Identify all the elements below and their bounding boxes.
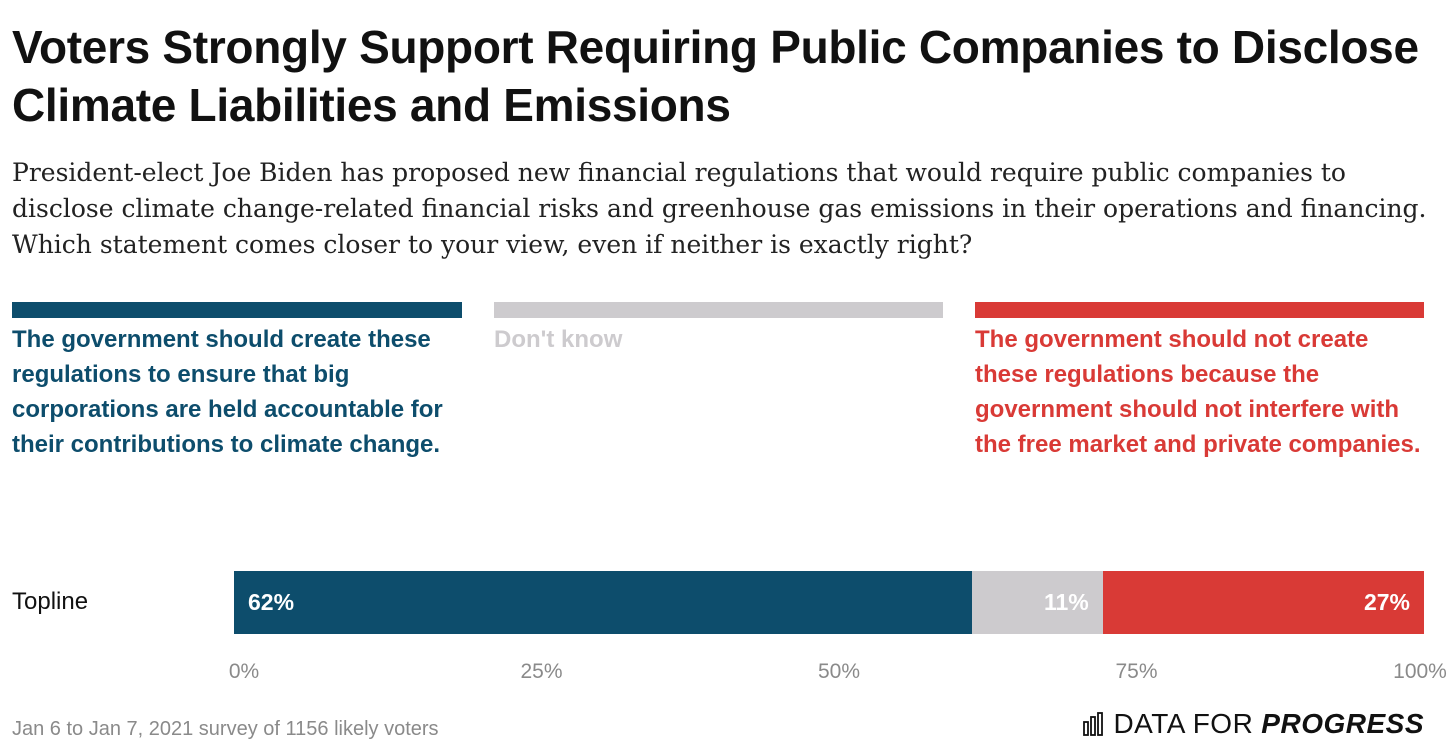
- chart-title: Voters Strongly Support Requiring Public…: [12, 21, 1419, 131]
- x-tick-label-0: 0%: [228, 660, 260, 683]
- legend-label-1: Don't know: [494, 326, 623, 353]
- chart-subtitle: President-elect Joe Biden has proposed n…: [12, 158, 1427, 259]
- data-label-1: 11%: [1043, 589, 1089, 615]
- brand-light-text: DATA FOR: [1113, 708, 1254, 739]
- row-label-topline: Topline: [12, 588, 89, 615]
- bar-chart-icon: [1083, 712, 1104, 736]
- brand-bold-text: PROGRESS: [1261, 708, 1424, 739]
- stacked-bar-plot: 62% 11% 27%: [234, 571, 1424, 634]
- legend-swatch-0: [12, 302, 462, 318]
- bar-segment-0: [234, 571, 972, 634]
- x-tick-label-4: 100%: [1393, 660, 1447, 683]
- data-label-2: 27%: [1363, 589, 1410, 615]
- data-label-0: 62%: [248, 589, 295, 615]
- legend-label-2: The government should not create these r…: [975, 326, 1421, 458]
- x-tick-label-2: 50%: [817, 660, 861, 683]
- x-tick-label-1: 25%: [520, 660, 563, 683]
- legend-label-0: The government should create these regul…: [12, 326, 443, 458]
- bar-segment-2: [1102, 571, 1424, 634]
- legend-swatch-2: [975, 302, 1424, 318]
- source-note: Jan 6 to Jan 7, 2021 survey of 1156 like…: [12, 718, 439, 740]
- brand-logo: DATA FOR PROGRESS: [1083, 708, 1424, 740]
- bar-segment-1: [971, 571, 1103, 634]
- x-tick-label-3: 75%: [1115, 660, 1158, 683]
- legend-swatch-1: [494, 302, 943, 318]
